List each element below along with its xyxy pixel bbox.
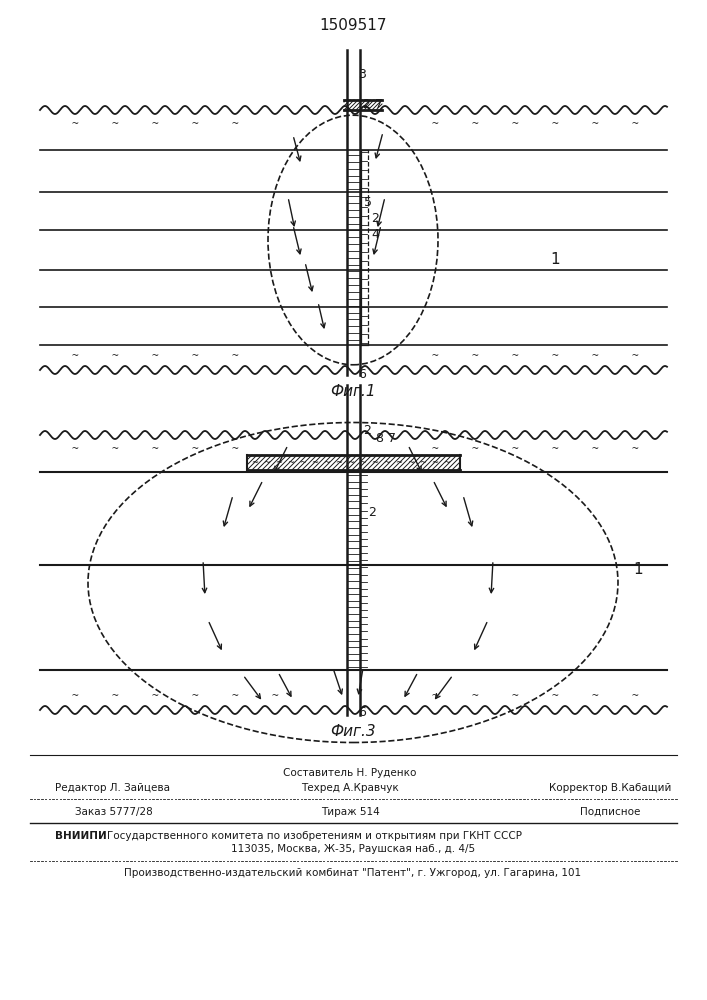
Text: 5: 5 [364,196,372,209]
Text: Подписное: Подписное [580,807,640,817]
Text: 8: 8 [375,432,383,444]
Text: 1: 1 [550,252,560,267]
Text: ~: ~ [71,691,78,701]
Text: ~: ~ [192,351,199,361]
Text: ~: ~ [192,691,199,701]
Text: ~: ~ [71,119,78,129]
Text: ~: ~ [472,691,479,701]
Text: ~: ~ [432,351,438,361]
Text: ~: ~ [631,691,638,701]
Text: 2: 2 [368,506,376,518]
Text: Заказ 5777/28: Заказ 5777/28 [75,807,153,817]
Text: ~: ~ [631,444,638,454]
Text: 2: 2 [363,424,371,436]
Text: ~: ~ [112,119,118,129]
Text: ~: ~ [512,691,518,701]
Text: ~: ~ [232,119,238,129]
Text: 1509517: 1509517 [320,17,387,32]
Text: ~: ~ [232,691,238,701]
Text: ~: ~ [407,458,414,467]
Text: Составитель Н. Руденко: Составитель Н. Руденко [284,768,416,778]
Text: Редактор Л. Зайцева: Редактор Л. Зайцева [55,783,170,793]
Text: ~: ~ [592,351,598,361]
Text: ~: ~ [252,458,259,467]
Text: ~: ~ [232,351,238,361]
Text: Тираж 514: Тираж 514 [321,807,380,817]
Text: 7: 7 [388,432,396,444]
Text: 7: 7 [375,99,383,111]
Text: ~: ~ [112,444,118,454]
Text: ~: ~ [592,119,598,129]
Text: ~: ~ [512,444,518,454]
Text: 3: 3 [358,68,366,82]
Text: ~: ~ [348,458,354,467]
Text: ~: ~ [271,691,279,701]
Text: ~: ~ [512,119,518,129]
Text: 2: 2 [371,212,379,225]
Text: 113035, Москва, Ж-35, Раушская наб., д. 4/5: 113035, Москва, Ж-35, Раушская наб., д. … [231,844,475,854]
Text: ~: ~ [276,458,283,467]
Text: ~: ~ [312,458,318,467]
Text: ~: ~ [300,458,307,467]
Text: ~: ~ [631,351,638,361]
Text: ~: ~ [359,458,366,467]
Text: 4: 4 [371,229,379,241]
Text: Государственного комитета по изобретениям и открытиям при ГКНТ СССР: Государственного комитета по изобретения… [107,831,522,841]
Text: ~: ~ [443,458,450,467]
Text: ~: ~ [324,458,330,467]
Text: ~: ~ [151,119,158,129]
Text: ~: ~ [512,351,518,361]
Text: ~: ~ [592,444,598,454]
Text: ~: ~ [432,119,438,129]
Text: ~: ~ [192,444,199,454]
Text: ~: ~ [432,444,438,454]
Text: Производственно-издательский комбинат "Патент", г. Ужгород, ул. Гагарина, 101: Производственно-издательский комбинат "П… [124,868,582,878]
Text: ~: ~ [71,444,78,454]
Text: ~: ~ [472,444,479,454]
Text: ~: ~ [151,691,158,701]
Text: ~: ~ [592,691,598,701]
Text: ~: ~ [551,351,559,361]
Text: ~: ~ [432,691,438,701]
Text: ~: ~ [151,444,158,454]
Text: ~: ~ [112,351,118,361]
Text: ~: ~ [264,458,271,467]
Text: 6: 6 [358,706,366,718]
Text: ~: ~ [472,119,479,129]
Text: 2: 2 [362,99,370,111]
Text: ~: ~ [288,458,295,467]
Text: ~: ~ [336,458,342,467]
Text: Техред А.Кравчук: Техред А.Кравчук [301,783,399,793]
Text: ~: ~ [551,691,559,701]
Text: ~: ~ [371,458,378,467]
Text: ~: ~ [419,458,426,467]
Text: Фиг.1: Фиг.1 [330,384,376,399]
Text: ~: ~ [192,119,199,129]
Text: ~: ~ [395,458,402,467]
Text: ~: ~ [431,458,438,467]
Text: Фиг.3: Фиг.3 [330,724,376,740]
Text: ~: ~ [383,458,390,467]
Text: 1: 1 [633,562,643,578]
Text: ~: ~ [151,351,158,361]
Text: ВНИИПИ: ВНИИПИ [55,831,107,841]
Text: ~: ~ [551,444,559,454]
Text: ~: ~ [472,351,479,361]
Text: 6: 6 [358,367,366,380]
Text: ~: ~ [232,444,238,454]
Text: ~: ~ [631,119,638,129]
Text: ~: ~ [112,691,118,701]
Text: ~: ~ [71,351,78,361]
Text: Корректор В.Кабащий: Корректор В.Кабащий [549,783,671,793]
Text: ~: ~ [551,119,559,129]
